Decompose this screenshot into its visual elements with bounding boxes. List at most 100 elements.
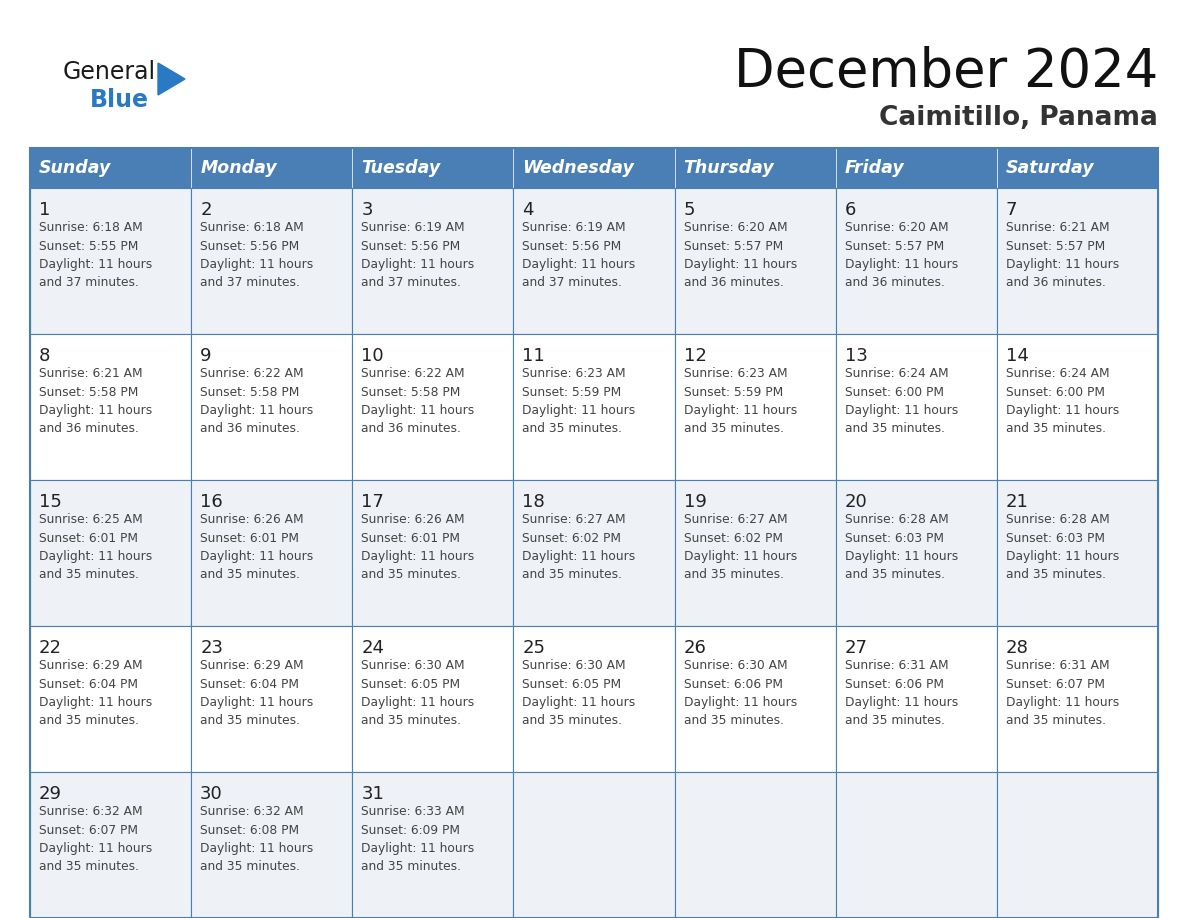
Text: Sunset: 6:06 PM: Sunset: 6:06 PM	[683, 677, 783, 690]
Text: Sunrise: 6:32 AM: Sunrise: 6:32 AM	[39, 805, 143, 818]
Text: Sunrise: 6:19 AM: Sunrise: 6:19 AM	[523, 221, 626, 234]
Text: Daylight: 11 hours: Daylight: 11 hours	[523, 550, 636, 563]
Text: Monday: Monday	[200, 159, 277, 177]
Text: Daylight: 11 hours: Daylight: 11 hours	[200, 696, 314, 709]
Text: 22: 22	[39, 639, 62, 657]
Text: Sunset: 6:00 PM: Sunset: 6:00 PM	[1006, 386, 1105, 398]
Text: 18: 18	[523, 493, 545, 511]
Bar	[513, 334, 675, 480]
Text: Sunset: 5:59 PM: Sunset: 5:59 PM	[523, 386, 621, 398]
Text: and 36 minutes.: and 36 minutes.	[361, 422, 461, 435]
Text: 6: 6	[845, 201, 857, 219]
Text: Sunrise: 6:21 AM: Sunrise: 6:21 AM	[39, 367, 143, 380]
Text: Daylight: 11 hours: Daylight: 11 hours	[200, 842, 314, 855]
Bar	[513, 626, 675, 772]
Bar	[675, 772, 835, 918]
Text: Sunrise: 6:29 AM: Sunrise: 6:29 AM	[39, 659, 143, 672]
Text: 2: 2	[200, 201, 211, 219]
Text: 30: 30	[200, 785, 223, 803]
Text: December 2024: December 2024	[734, 46, 1158, 98]
Text: Daylight: 11 hours: Daylight: 11 hours	[1006, 550, 1119, 563]
Text: Sunset: 6:03 PM: Sunset: 6:03 PM	[1006, 532, 1105, 544]
Text: Daylight: 11 hours: Daylight: 11 hours	[523, 258, 636, 271]
Bar	[191, 334, 353, 480]
Text: and 35 minutes.: and 35 minutes.	[361, 714, 461, 727]
Text: 23: 23	[200, 639, 223, 657]
Text: General: General	[63, 60, 156, 84]
Text: Sunrise: 6:19 AM: Sunrise: 6:19 AM	[361, 221, 465, 234]
Bar	[353, 626, 513, 772]
Text: Sunrise: 6:30 AM: Sunrise: 6:30 AM	[523, 659, 626, 672]
Bar	[675, 188, 835, 334]
Text: and 35 minutes.: and 35 minutes.	[845, 568, 944, 581]
Text: and 35 minutes.: and 35 minutes.	[845, 714, 944, 727]
Text: 14: 14	[1006, 347, 1029, 365]
Text: Sunset: 6:06 PM: Sunset: 6:06 PM	[845, 677, 943, 690]
Text: Tuesday: Tuesday	[361, 159, 441, 177]
Text: Sunrise: 6:27 AM: Sunrise: 6:27 AM	[683, 513, 788, 526]
Text: Sunset: 5:58 PM: Sunset: 5:58 PM	[361, 386, 461, 398]
Text: Daylight: 11 hours: Daylight: 11 hours	[39, 842, 152, 855]
Text: Sunset: 6:08 PM: Sunset: 6:08 PM	[200, 823, 299, 836]
Bar	[675, 148, 835, 188]
Bar	[997, 626, 1158, 772]
Text: 11: 11	[523, 347, 545, 365]
Text: Sunset: 6:02 PM: Sunset: 6:02 PM	[523, 532, 621, 544]
Text: 9: 9	[200, 347, 211, 365]
Text: Sunrise: 6:30 AM: Sunrise: 6:30 AM	[361, 659, 465, 672]
Text: Thursday: Thursday	[683, 159, 775, 177]
Text: Daylight: 11 hours: Daylight: 11 hours	[39, 404, 152, 417]
Text: and 35 minutes.: and 35 minutes.	[200, 860, 301, 874]
Text: Daylight: 11 hours: Daylight: 11 hours	[683, 404, 797, 417]
Text: Daylight: 11 hours: Daylight: 11 hours	[361, 550, 474, 563]
Text: Sunrise: 6:24 AM: Sunrise: 6:24 AM	[845, 367, 948, 380]
Text: Daylight: 11 hours: Daylight: 11 hours	[523, 696, 636, 709]
Text: Sunrise: 6:31 AM: Sunrise: 6:31 AM	[1006, 659, 1110, 672]
Bar	[513, 148, 675, 188]
Bar	[675, 480, 835, 626]
Text: Sunset: 6:07 PM: Sunset: 6:07 PM	[39, 823, 138, 836]
Text: and 35 minutes.: and 35 minutes.	[683, 714, 784, 727]
Text: Sunrise: 6:18 AM: Sunrise: 6:18 AM	[39, 221, 143, 234]
Bar	[353, 148, 513, 188]
Text: Friday: Friday	[845, 159, 904, 177]
Bar	[997, 188, 1158, 334]
Text: Caimitillo, Panama: Caimitillo, Panama	[879, 105, 1158, 131]
Bar	[353, 334, 513, 480]
Text: Sunset: 6:00 PM: Sunset: 6:00 PM	[845, 386, 943, 398]
Text: Daylight: 11 hours: Daylight: 11 hours	[1006, 258, 1119, 271]
Text: 16: 16	[200, 493, 223, 511]
Text: Sunrise: 6:23 AM: Sunrise: 6:23 AM	[523, 367, 626, 380]
Bar	[191, 188, 353, 334]
Text: Daylight: 11 hours: Daylight: 11 hours	[200, 258, 314, 271]
Text: Sunrise: 6:18 AM: Sunrise: 6:18 AM	[200, 221, 304, 234]
Text: Sunset: 6:01 PM: Sunset: 6:01 PM	[39, 532, 138, 544]
Bar	[835, 480, 997, 626]
Text: Daylight: 11 hours: Daylight: 11 hours	[845, 550, 958, 563]
Bar	[191, 480, 353, 626]
Bar	[835, 334, 997, 480]
Text: Sunrise: 6:27 AM: Sunrise: 6:27 AM	[523, 513, 626, 526]
Bar	[353, 772, 513, 918]
Bar	[353, 188, 513, 334]
Text: and 35 minutes.: and 35 minutes.	[683, 568, 784, 581]
Text: Sunset: 5:57 PM: Sunset: 5:57 PM	[1006, 240, 1105, 252]
Text: Sunrise: 6:20 AM: Sunrise: 6:20 AM	[683, 221, 788, 234]
Text: Daylight: 11 hours: Daylight: 11 hours	[200, 404, 314, 417]
Text: Sunset: 6:05 PM: Sunset: 6:05 PM	[361, 677, 461, 690]
Text: Sunset: 5:57 PM: Sunset: 5:57 PM	[683, 240, 783, 252]
Text: and 35 minutes.: and 35 minutes.	[523, 422, 623, 435]
Text: and 37 minutes.: and 37 minutes.	[523, 276, 623, 289]
Text: 25: 25	[523, 639, 545, 657]
Bar	[30, 480, 191, 626]
Bar	[30, 148, 1158, 918]
Text: 13: 13	[845, 347, 867, 365]
Text: Daylight: 11 hours: Daylight: 11 hours	[361, 404, 474, 417]
Text: 1: 1	[39, 201, 50, 219]
Text: 15: 15	[39, 493, 62, 511]
Text: Sunrise: 6:31 AM: Sunrise: 6:31 AM	[845, 659, 948, 672]
Text: Daylight: 11 hours: Daylight: 11 hours	[200, 550, 314, 563]
Text: Daylight: 11 hours: Daylight: 11 hours	[1006, 404, 1119, 417]
Text: and 35 minutes.: and 35 minutes.	[200, 714, 301, 727]
Text: Daylight: 11 hours: Daylight: 11 hours	[361, 842, 474, 855]
